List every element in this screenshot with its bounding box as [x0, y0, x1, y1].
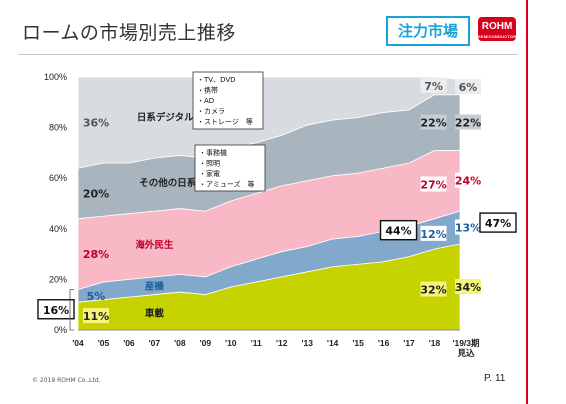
value-label-bg	[420, 281, 447, 297]
x-tick-label: '14	[327, 338, 339, 348]
category-note-item: ・家電	[199, 169, 220, 178]
value-label: 12%	[420, 228, 446, 241]
y-tick-label: 20%	[49, 274, 67, 284]
category-note-item: ・TV、DVD	[197, 76, 236, 84]
focus-total-box	[379, 219, 418, 241]
value-label: 7%	[424, 80, 443, 93]
x-tick-label: '13	[301, 338, 313, 348]
category-note-item: ・事務機	[199, 148, 227, 157]
x-tick-label: '11	[251, 338, 262, 348]
focus-market-badge: 注力市場	[386, 16, 470, 46]
rohm-logo: ROHM SEMICONDUCTOR	[478, 17, 516, 41]
x-tick-label: '05	[98, 338, 110, 348]
value-label-bg	[455, 114, 481, 130]
y-tick-label: 80%	[49, 123, 67, 133]
x-tick-label: '16	[378, 338, 390, 348]
category-note-item: ・照明	[199, 160, 220, 168]
value-label: 13%	[455, 222, 481, 235]
focus-total-label: 47%	[485, 217, 511, 230]
value-label: 11%	[83, 310, 109, 323]
x-tick-label: '19/3期	[452, 338, 480, 348]
x-tick-label: '18	[429, 338, 441, 348]
side-accent-rule	[526, 0, 528, 404]
value-label: 34%	[455, 281, 481, 294]
value-label: 22%	[420, 117, 446, 130]
copyright: © 2019 ROHM Co.,Ltd.	[32, 377, 101, 384]
x-tick-label: '06	[123, 338, 135, 348]
series-label: 海外民生	[135, 239, 174, 251]
category-note-item: ・アミューズ 等	[199, 180, 255, 189]
value-label-bg	[455, 172, 481, 188]
x-tick-label: '10	[225, 338, 237, 348]
y-tick-label: 100%	[44, 72, 67, 82]
page-number: P. 11	[484, 373, 506, 384]
y-tick-label: 40%	[49, 224, 67, 234]
category-note-item: ・ストレージ 等	[197, 117, 253, 126]
value-label-bg	[420, 225, 447, 241]
value-label: 32%	[420, 284, 446, 297]
focus-total-label: 44%	[385, 225, 411, 238]
value-label-bg	[455, 278, 481, 294]
x-tick-label: '08	[174, 338, 186, 348]
category-note-box	[194, 144, 266, 192]
focus-bracket-left	[69, 289, 74, 331]
x-tick-label: '15	[352, 338, 364, 348]
value-label: 36%	[83, 117, 109, 130]
y-tick-label: 0%	[54, 325, 67, 335]
value-label: 27%	[420, 179, 446, 192]
value-label: 24%	[455, 175, 481, 188]
value-label-bg	[83, 308, 109, 324]
value-label: 5%	[87, 290, 106, 303]
logo-text: ROHM	[481, 21, 513, 32]
page-title: ロームの市場別売上推移	[22, 22, 236, 44]
x-tick-label: '04	[72, 338, 84, 348]
focus-total-label: 16%	[43, 304, 69, 317]
value-label: 20%	[83, 187, 109, 200]
category-note-box	[192, 71, 264, 130]
focus-total-box	[479, 212, 517, 233]
value-label-bg	[420, 77, 447, 93]
x-tick-sublabel: 見込	[456, 348, 475, 358]
value-label: 28%	[83, 248, 109, 261]
x-tick-label: '17	[403, 338, 415, 348]
category-note-item: ・AD	[197, 97, 214, 105]
category-note-item: ・携帯	[197, 86, 218, 95]
value-label-bg	[420, 114, 447, 130]
series-label: 産機	[145, 281, 165, 293]
value-label-bg	[420, 176, 447, 192]
value-label: 6%	[459, 81, 478, 94]
x-tick-label: '09	[200, 338, 212, 348]
y-tick-label: 60%	[49, 173, 67, 183]
logo-subtext: SEMICONDUCTOR	[478, 34, 517, 39]
value-label: 22%	[455, 117, 481, 130]
value-label-bg	[455, 219, 481, 235]
series-label: 車載	[145, 307, 165, 319]
title-divider	[18, 54, 518, 55]
x-tick-label: '12	[276, 338, 288, 348]
category-note-item: ・カメラ	[197, 108, 225, 116]
focus-total-box	[37, 299, 75, 320]
value-label-bg	[455, 79, 481, 95]
x-tick-label: '07	[149, 338, 161, 348]
